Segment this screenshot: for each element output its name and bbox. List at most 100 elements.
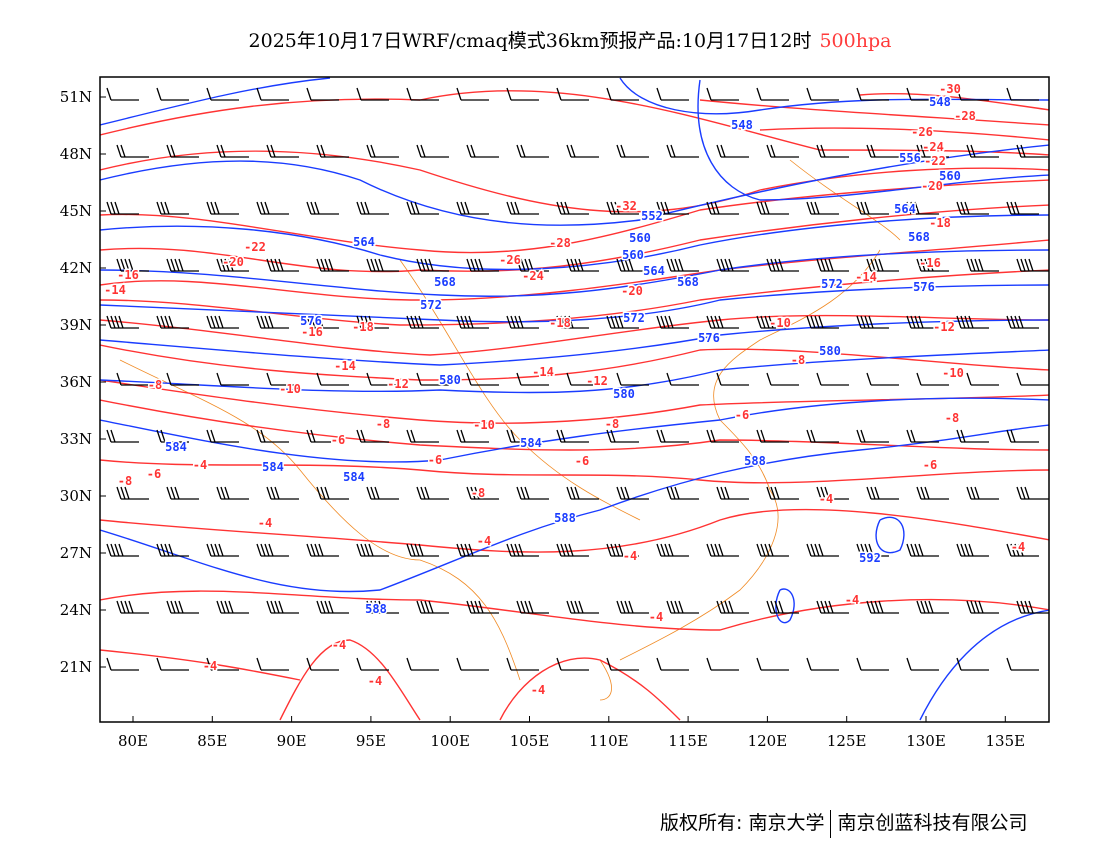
wind-barb [456,315,489,329]
wind-barb [706,657,739,671]
height-label: 592 [859,551,881,565]
wind-barb [1006,315,1039,329]
wind-barb [866,486,899,500]
wind-barb [106,543,139,557]
lon-tick-label: 105E [510,732,550,750]
lon-tick-label: 100E [430,732,470,750]
temperature-label: -12 [933,320,955,334]
temperature-label: -4 [332,638,346,652]
wind-barb [316,258,349,272]
wind-barb [166,486,199,500]
wind-barb [356,315,389,329]
temperature-contour [100,179,1049,254]
temperature-contour [100,590,1049,631]
lon-tick-label: 110E [589,732,629,750]
contour-labels: -30-28-26-24-22-20-32-28-26-24-22-20-16-… [103,81,1027,699]
lon-tick-label: 115E [668,732,708,750]
wind-barb [966,372,999,386]
wind-barb [466,372,499,386]
wind-barb [366,600,399,614]
temperature-label: -16 [301,325,323,339]
height-contour [697,79,1049,201]
temperature-contour [100,344,1049,381]
wind-barb [556,543,589,557]
wind-barb [656,87,689,101]
wind-barb [666,486,699,500]
temperature-label: -14 [334,359,356,373]
height-contour [100,284,1049,323]
wind-barb [206,657,239,671]
wind-barb [366,486,399,500]
height-label: 588 [744,454,766,468]
wind-barb [256,657,289,671]
wind-barb [166,144,199,158]
wind-barb [556,87,589,101]
lon-tick-label: 130E [906,732,946,750]
temperature-label: -6 [331,433,345,447]
wind-barb [706,87,739,101]
wind-barb [1006,543,1039,557]
wind-barb [856,87,889,101]
wind-barb [216,600,249,614]
wind-barb [816,372,849,386]
height-label: 560 [622,248,644,262]
wind-barb [1006,201,1039,215]
wind-barb [566,258,599,272]
copyright-footer: 版权所有: 南京大学 南京创蓝科技有限公司 [660,808,1027,838]
wind-barb [866,144,899,158]
wind-barb [816,600,849,614]
wind-barb [216,486,249,500]
temperature-contour [100,314,1049,356]
wind-barb [306,315,339,329]
height-label: 584 [262,460,284,474]
temperature-label: -4 [531,683,545,697]
wind-barb [566,144,599,158]
wind-barb [856,315,889,329]
lat-tick-label: 24N [60,601,92,619]
temperature-contour [759,127,1049,141]
wind-barb [756,87,789,101]
temperature-contour [100,459,1049,484]
wind-barb [156,315,189,329]
wind-barb [216,258,249,272]
wind-barb [916,372,949,386]
height-label: 580 [613,387,635,401]
wind-barb [866,258,899,272]
wind-barb [416,486,449,500]
wind-barb [806,429,839,443]
temperature-label: -18 [352,320,374,334]
temperature-label: -14 [532,365,554,379]
height-label: 556 [899,151,921,165]
wind-barb [956,201,989,215]
wind-barb [316,486,349,500]
wind-barb [766,144,799,158]
temperature-contour [100,508,1049,553]
wind-barb [116,144,149,158]
wind-barb [556,315,589,329]
wind-barb [856,429,889,443]
wind-barb [456,429,489,443]
temperature-label: -4 [203,659,217,673]
wind-barb [456,87,489,101]
temperature-label: -8 [471,486,485,500]
temperature-label: -6 [575,454,589,468]
wind-barb [116,372,149,386]
wind-barb [666,600,699,614]
temperature-label: -6 [923,458,937,472]
wind-barb [256,201,289,215]
height-contour [100,424,1049,593]
wind-barb [116,600,149,614]
wind-barb [106,429,139,443]
wind-barb [606,87,639,101]
temperature-label: -12 [586,374,608,388]
height-label: 548 [929,95,951,109]
wind-barbs [106,87,1049,671]
wind-barb [416,372,449,386]
lon-tick-label: 80E [118,732,148,750]
wind-barb [256,315,289,329]
wind-barb [816,258,849,272]
wind-barb [716,144,749,158]
wind-barb [256,543,289,557]
wind-barb [466,144,499,158]
temperature-label: -30 [939,82,961,96]
